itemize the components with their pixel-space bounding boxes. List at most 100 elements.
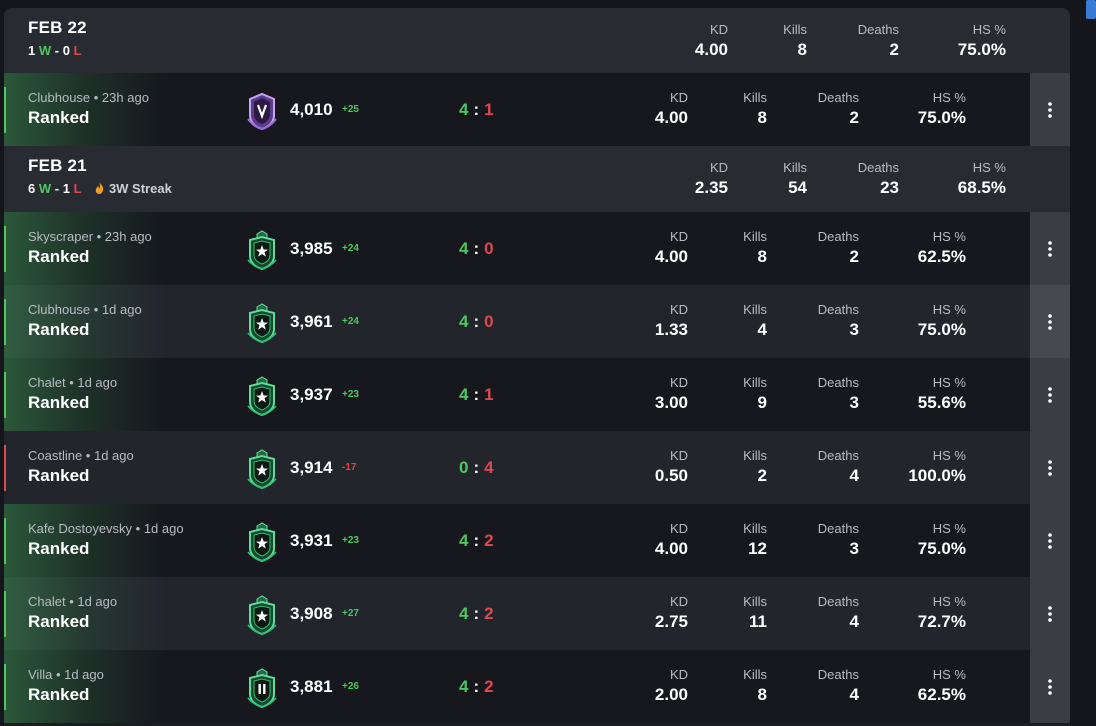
match-kills: Kills 4 — [707, 302, 767, 340]
day-wins: 6 — [28, 181, 36, 196]
hs-value: 55.6% — [917, 393, 966, 412]
match-row[interactable]: Chalet • 1d ago Ranked 3,937 +23 4:1 KD 3… — [4, 358, 1070, 431]
rank-points: 3,908 — [290, 604, 333, 623]
score-them: 4 — [484, 458, 494, 477]
match-kd: KD 2.00 — [628, 667, 688, 705]
rank-points-delta: +24 — [342, 243, 359, 254]
rank-emerald-star-icon — [247, 449, 277, 489]
match-row[interactable]: Clubhouse • 1d ago Ranked 3,961 +24 4:0 … — [4, 285, 1070, 358]
match-menu-button[interactable] — [1030, 358, 1070, 431]
match-kd: KD 1.33 — [628, 302, 688, 340]
match-mode: Ranked — [28, 320, 90, 339]
record-dash: - — [54, 43, 60, 58]
match-map-time: Villa • 1d ago — [28, 667, 104, 682]
match-hs: HS % 75.0% — [886, 302, 966, 340]
deaths-value: 3 — [849, 393, 859, 412]
kills-value: 54 — [788, 178, 807, 197]
match-score: 4:2 — [459, 531, 494, 550]
match-row-body[interactable]: Coastline • 1d ago Ranked 3,914 -17 0:4 … — [4, 431, 1030, 504]
match-row[interactable]: Skyscraper • 23h ago Ranked 3,985 +24 4:… — [4, 212, 1070, 285]
hs-label: HS % — [932, 667, 966, 682]
score-us: 4 — [459, 100, 469, 119]
kd-label: KD — [669, 594, 688, 609]
hs-value: 72.7% — [917, 612, 966, 631]
win-streak: 3W Streak — [95, 181, 172, 196]
rank-points-delta: +27 — [342, 608, 359, 619]
match-kills: Kills 11 — [707, 594, 767, 632]
match-row-body[interactable]: Skyscraper • 23h ago Ranked 3,985 +24 4:… — [4, 212, 1030, 285]
match-kd: KD 4.00 — [628, 521, 688, 559]
match-menu-button[interactable] — [1030, 285, 1070, 358]
kd-value: 4.00 — [654, 247, 688, 266]
match-map-time: Chalet • 1d ago — [28, 375, 118, 390]
kebab-menu-icon — [1048, 532, 1052, 549]
match-row-body[interactable]: Kafe Dostoyevsky • 1d ago Ranked 3,931 +… — [4, 504, 1030, 577]
match-row[interactable]: Clubhouse • 23h ago Ranked 4,010 +25 4:1… — [4, 73, 1070, 146]
match-menu-button[interactable] — [1030, 212, 1070, 285]
match-menu-button[interactable] — [1030, 431, 1070, 504]
score-us: 4 — [459, 385, 469, 404]
match-kills: Kills 2 — [707, 448, 767, 486]
day-deaths: Deaths 23 — [829, 160, 899, 198]
deaths-value: 2 — [889, 40, 899, 59]
kd-label: KD — [709, 22, 728, 37]
match-hs: HS % 100.0% — [886, 448, 966, 486]
rank-points-delta: -17 — [342, 462, 357, 473]
score-us: 4 — [459, 531, 469, 550]
kills-value: 8 — [757, 685, 767, 704]
deaths-label: Deaths — [817, 667, 859, 682]
kebab-menu-icon — [1048, 313, 1052, 330]
kills-label: Kills — [743, 375, 767, 390]
score-them: 2 — [484, 604, 494, 623]
score-them: 1 — [484, 385, 494, 404]
deaths-label: Deaths — [817, 90, 859, 105]
match-row-body[interactable]: Villa • 1d ago Ranked 3,881 +26 4:2 KD 2.… — [4, 650, 1030, 723]
kebab-menu-icon — [1048, 678, 1052, 695]
flame-icon — [95, 182, 104, 194]
match-row-body[interactable]: Chalet • 1d ago Ranked 3,937 +23 4:1 KD 3… — [4, 358, 1030, 431]
rank-points: 3,937 — [290, 385, 333, 404]
match-menu-button[interactable] — [1030, 73, 1070, 146]
scrollbar-thumb[interactable] — [1086, 0, 1096, 19]
kd-label: KD — [669, 90, 688, 105]
day-record: 6 W - 1 L 3W Streak — [28, 181, 172, 196]
match-row-body[interactable]: Clubhouse • 23h ago Ranked 4,010 +25 4:1… — [4, 73, 1030, 146]
deaths-label: Deaths — [817, 229, 859, 244]
kills-value: 8 — [757, 247, 767, 266]
match-deaths: Deaths 3 — [789, 375, 859, 413]
match-mode: Ranked — [28, 393, 90, 412]
match-row[interactable]: Villa • 1d ago Ranked 3,881 +26 4:2 KD 2.… — [4, 650, 1070, 723]
hs-label: HS % — [972, 160, 1006, 175]
match-deaths: Deaths 2 — [789, 229, 859, 267]
hs-value: 75.0% — [917, 108, 966, 127]
result-accent-bar — [4, 445, 6, 491]
match-mode: Ranked — [28, 539, 90, 558]
day-kills: Kills 8 — [747, 22, 807, 60]
match-kd: KD 3.00 — [628, 375, 688, 413]
day-record: 1 W - 0 L — [28, 43, 82, 58]
day-deaths: Deaths 2 — [829, 22, 899, 60]
kd-label: KD — [669, 521, 688, 536]
kills-value: 9 — [757, 393, 767, 412]
match-row[interactable]: Chalet • 1d ago Ranked 3,908 +27 4:2 KD 2… — [4, 577, 1070, 650]
deaths-value: 23 — [880, 178, 899, 197]
kd-value: 4.00 — [694, 40, 728, 59]
rank-points-delta: +26 — [342, 681, 359, 692]
match-row[interactable]: Coastline • 1d ago Ranked 3,914 -17 0:4 … — [4, 431, 1070, 504]
match-menu-button[interactable] — [1030, 577, 1070, 650]
hs-label: HS % — [932, 448, 966, 463]
hs-label: HS % — [972, 22, 1006, 37]
match-row-body[interactable]: Clubhouse • 1d ago Ranked 3,961 +24 4:0 … — [4, 285, 1030, 358]
match-map-time: Chalet • 1d ago — [28, 594, 118, 609]
match-menu-button[interactable] — [1030, 650, 1070, 723]
win-letter: W — [38, 43, 52, 58]
rank-points-delta: +23 — [342, 389, 359, 400]
match-menu-button[interactable] — [1030, 504, 1070, 577]
match-deaths: Deaths 2 — [789, 90, 859, 128]
deaths-value: 4 — [849, 612, 859, 631]
rank-emerald-ii-icon — [247, 668, 277, 708]
kd-value: 4.00 — [654, 108, 688, 127]
match-row[interactable]: Kafe Dostoyevsky • 1d ago Ranked 3,931 +… — [4, 504, 1070, 577]
match-row-body[interactable]: Chalet • 1d ago Ranked 3,908 +27 4:2 KD 2… — [4, 577, 1030, 650]
